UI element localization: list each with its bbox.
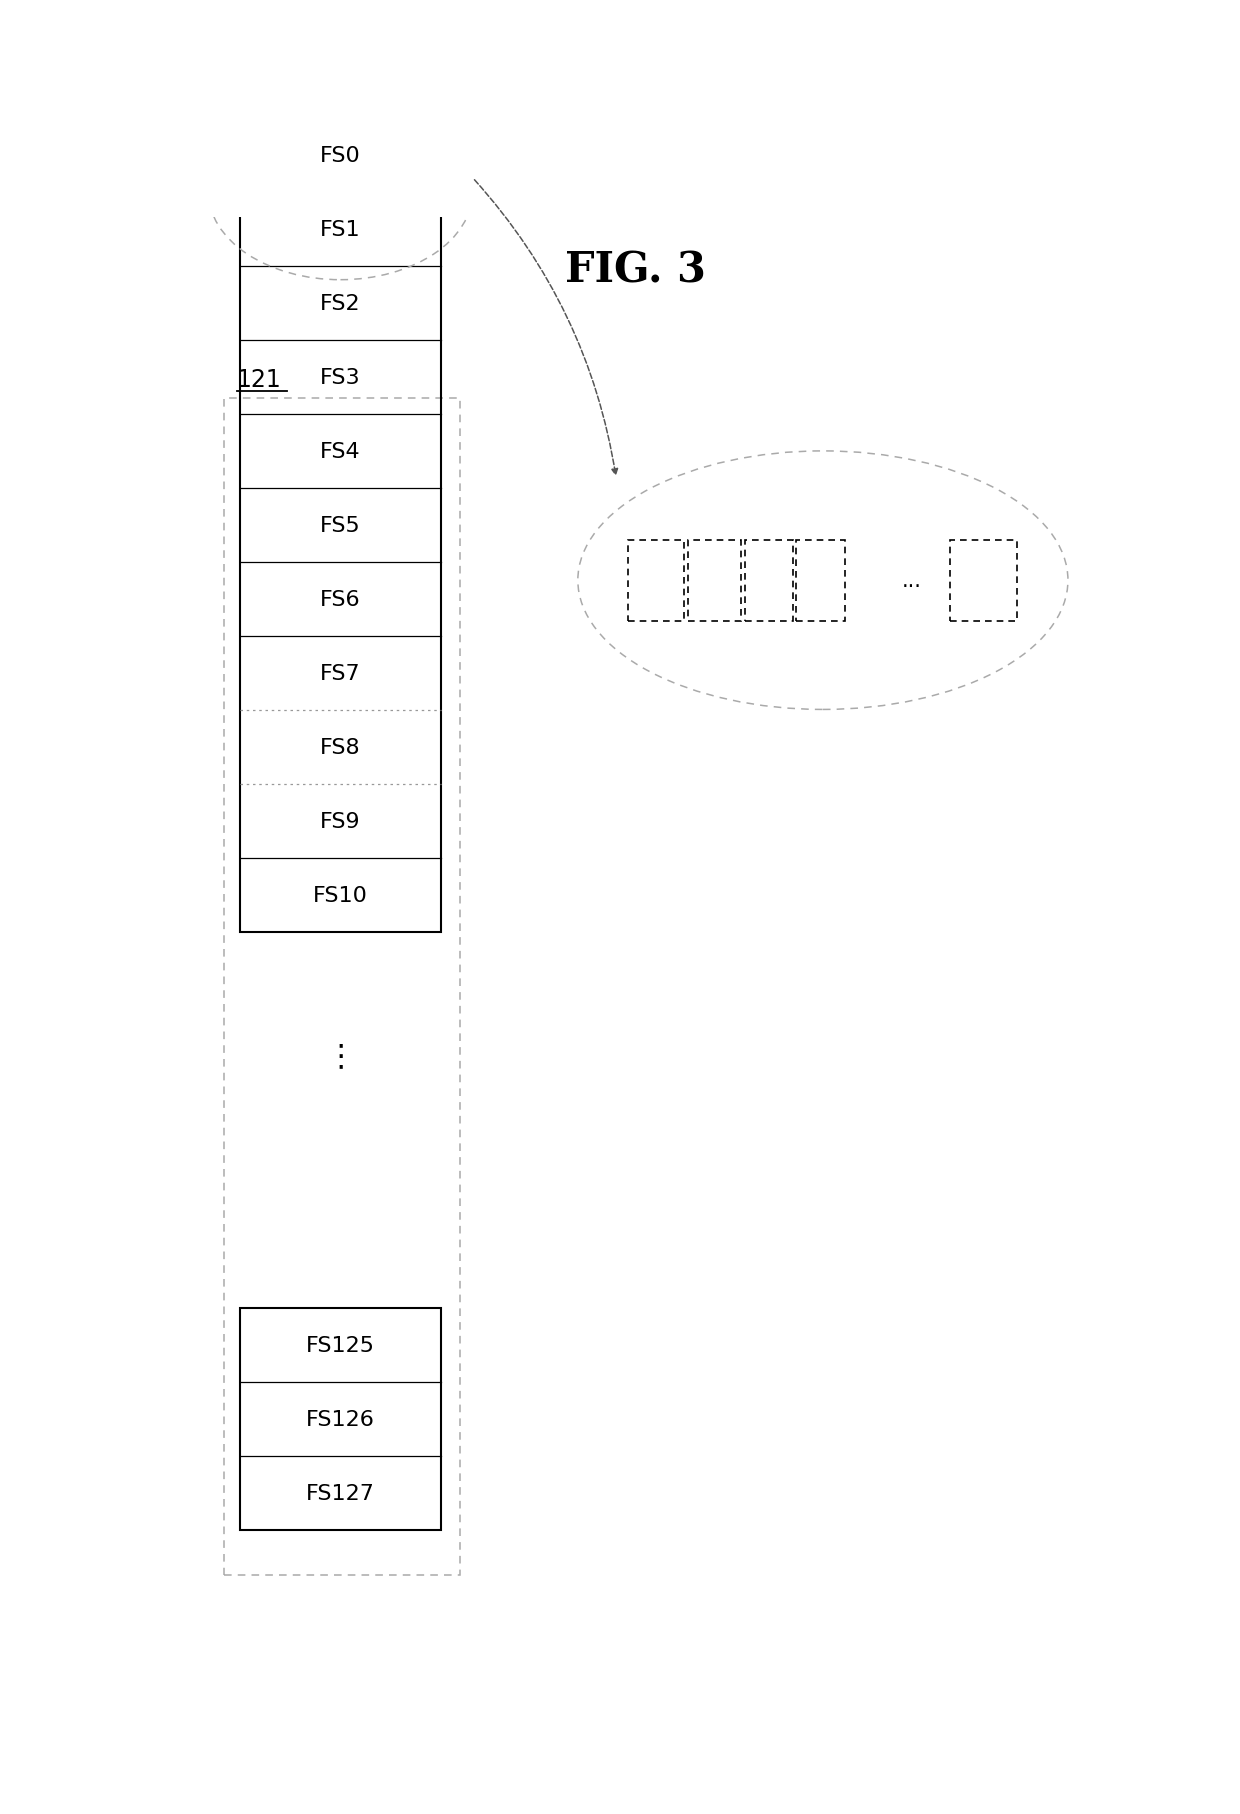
Text: FS10: FS10 — [312, 885, 368, 905]
Bar — [796, 541, 844, 622]
Text: FS6: FS6 — [320, 590, 361, 610]
Text: FIG. 3: FIG. 3 — [565, 250, 706, 292]
Bar — [688, 541, 740, 622]
Text: AF1: AF1 — [749, 571, 789, 591]
Text: FS126: FS126 — [306, 1409, 374, 1429]
Text: FS8: FS8 — [320, 738, 361, 758]
Text: ...: ... — [901, 571, 921, 591]
Text: FS4: FS4 — [320, 441, 361, 461]
Text: AF12: AF12 — [957, 571, 1011, 591]
Bar — [239, 1308, 441, 1531]
Text: FS125: FS125 — [306, 1335, 374, 1355]
Text: AF2: AF2 — [801, 571, 841, 591]
Text: FS3: FS3 — [320, 368, 361, 388]
Text: ⋮: ⋮ — [325, 1041, 356, 1070]
Text: FS127: FS127 — [306, 1484, 374, 1504]
Text: FS5: FS5 — [320, 515, 361, 535]
Text: FS7: FS7 — [320, 664, 361, 684]
Text: FS1: FS1 — [320, 219, 361, 239]
Text: 121: 121 — [237, 368, 281, 392]
Text: FS9: FS9 — [320, 813, 361, 833]
Bar — [239, 118, 441, 932]
Text: FS0: FS0 — [320, 145, 361, 165]
Text: AF0: AF0 — [694, 571, 734, 591]
Text: FS2: FS2 — [320, 294, 361, 314]
Bar — [224, 399, 460, 1575]
Bar — [744, 541, 792, 622]
Text: ENF: ENF — [636, 571, 677, 591]
Bar — [950, 541, 1018, 622]
Bar — [629, 541, 684, 622]
